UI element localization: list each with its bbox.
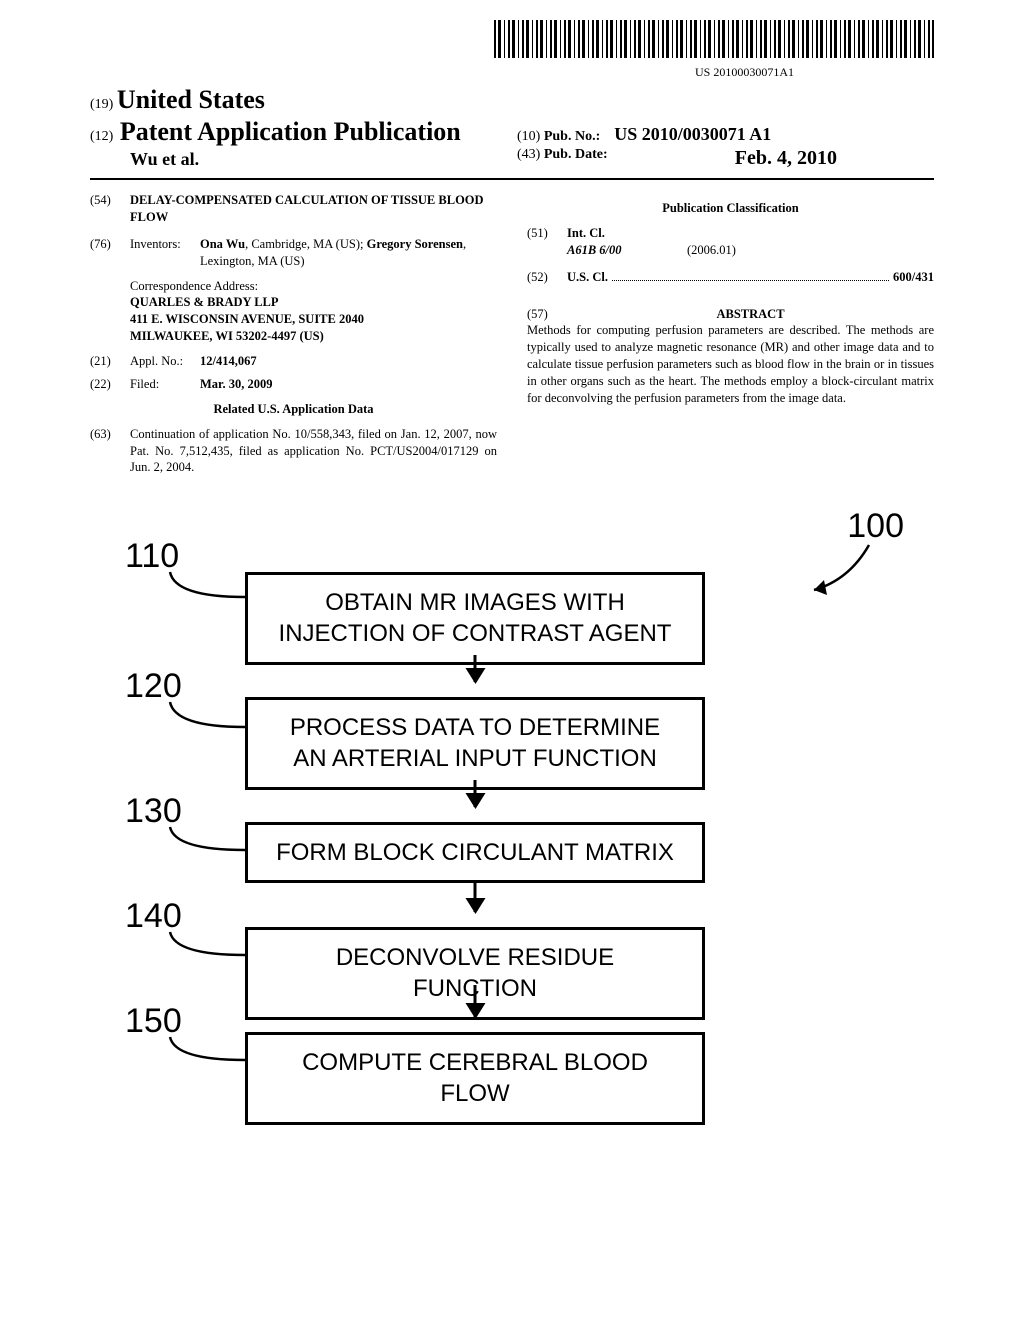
abstract-header-row: (57) ABSTRACT: [527, 306, 934, 323]
bibliographic-columns: (54) DELAY-COMPENSATED CALCULATION OF TI…: [90, 192, 934, 482]
corr-street: 411 E. WISCONSIN AVENUE, SUITE 2040: [130, 311, 497, 328]
flow-arrow-2: [474, 780, 477, 807]
barcode-section: US 20100030071A1: [90, 20, 934, 80]
header-right: (10) Pub. No.: US 2010/0030071 A1 (43) P…: [507, 122, 934, 170]
filed-label: Filed:: [130, 376, 200, 393]
connector-110: [160, 567, 245, 607]
inventors-label: Inventors:: [130, 236, 200, 270]
connector-120: [160, 697, 245, 737]
abstract-code: (57): [527, 306, 567, 323]
main-label-arrow: [799, 540, 879, 600]
flow-arrow-4: [474, 985, 477, 1017]
pub-no-value: US 2010/0030071 A1: [614, 124, 771, 144]
title-code: (54): [90, 192, 130, 226]
filed-value: Mar. 30, 2009: [200, 376, 497, 393]
country-line: (19) United States: [90, 85, 507, 115]
uscl-row: (52) U.S. Cl. 600/431: [527, 269, 934, 286]
related-header: Related U.S. Application Data: [90, 401, 497, 418]
pub-no-line: (10) Pub. No.: US 2010/0030071 A1: [517, 124, 934, 145]
pub-type-line: (12) Patent Application Publication: [90, 117, 507, 147]
title-row: (54) DELAY-COMPENSATED CALCULATION OF TI…: [90, 192, 497, 226]
connector-150: [160, 1032, 245, 1067]
appl-code: (21): [90, 353, 130, 370]
appl-row: (21) Appl. No.: 12/414,067: [90, 353, 497, 370]
filed-code: (22): [90, 376, 130, 393]
appl-label: Appl. No.:: [130, 353, 200, 370]
flowchart-figure: 100 110 120 130 140 150 OBTAIN MR IMAGES…: [90, 522, 934, 1242]
intcl-code: (51): [527, 225, 567, 259]
header-divider: [90, 178, 934, 180]
flow-arrow-3: [474, 880, 477, 912]
title-text: DELAY-COMPENSATED CALCULATION OF TISSUE …: [130, 192, 497, 226]
country-code: (19): [90, 97, 113, 112]
correspondence-block: Correspondence Address: QUARLES & BRADY …: [130, 278, 497, 346]
pub-type-text: Patent Application Publication: [120, 117, 461, 146]
header-left: (19) United States (12) Patent Applicati…: [90, 85, 507, 170]
cont-code: (63): [90, 426, 130, 477]
pub-type-code: (12): [90, 129, 113, 144]
pub-date-line: (43) Pub. Date: Feb. 4, 2010: [517, 147, 837, 170]
continuation-row: (63) Continuation of application No. 10/…: [90, 426, 497, 477]
flow-box-150: COMPUTE CEREBRAL BLOOD FLOW: [245, 1032, 705, 1124]
uscl-dots: [612, 280, 889, 281]
cont-text: Continuation of application No. 10/558,3…: [130, 426, 497, 477]
corr-name: QUARLES & BRADY LLP: [130, 294, 497, 311]
uscl-code: (52): [527, 269, 567, 286]
pub-date-label: Pub. Date:: [544, 147, 608, 162]
left-column: (54) DELAY-COMPENSATED CALCULATION OF TI…: [90, 192, 497, 482]
flow-arrow-1: [474, 655, 477, 682]
pub-date-value: Feb. 4, 2010: [735, 147, 837, 170]
connector-140: [160, 927, 245, 962]
flow-box-120: PROCESS DATA TO DETERMINE AN ARTERIAL IN…: [245, 697, 705, 789]
pub-no-label: Pub. No.:: [544, 129, 600, 144]
corr-city: MILWAUKEE, WI 53202-4497 (US): [130, 328, 497, 345]
inventors-value: Ona Wu, Cambridge, MA (US); Gregory Sore…: [200, 236, 497, 270]
inventors-row: (76) Inventors: Ona Wu, Cambridge, MA (U…: [90, 236, 497, 270]
corr-label: Correspondence Address:: [130, 278, 497, 295]
uscl-label: U.S. Cl.: [567, 269, 608, 286]
uscl-value: 600/431: [893, 269, 934, 286]
appl-value: 12/414,067: [200, 353, 497, 370]
flow-box-130: FORM BLOCK CIRCULANT MATRIX: [245, 822, 705, 883]
barcode-text: US 20100030071A1: [90, 65, 794, 80]
intcl-row: (51) Int. Cl. A61B 6/00 (2006.01): [527, 225, 934, 259]
authors-line: Wu et al.: [130, 149, 507, 170]
pub-date-code: (43): [517, 147, 540, 162]
country-name: United States: [117, 85, 265, 114]
filed-row: (22) Filed: Mar. 30, 2009: [90, 376, 497, 393]
right-column: Publication Classification (51) Int. Cl.…: [527, 192, 934, 482]
abstract-label: ABSTRACT: [567, 306, 934, 323]
abstract-text: Methods for computing perfusion paramete…: [527, 322, 934, 406]
flow-box-110: OBTAIN MR IMAGES WITH INJECTION OF CONTR…: [245, 572, 705, 664]
barcode-image: [494, 20, 934, 58]
connector-130: [160, 822, 245, 857]
intcl-date: (2006.01): [687, 242, 736, 259]
inventors-code: (76): [90, 236, 130, 270]
intcl-label: Int. Cl.: [567, 225, 934, 242]
intcl-class: A61B 6/00: [567, 242, 687, 259]
classif-header: Publication Classification: [527, 200, 934, 217]
pub-no-code: (10): [517, 129, 540, 144]
header-row: (19) United States (12) Patent Applicati…: [90, 85, 934, 170]
